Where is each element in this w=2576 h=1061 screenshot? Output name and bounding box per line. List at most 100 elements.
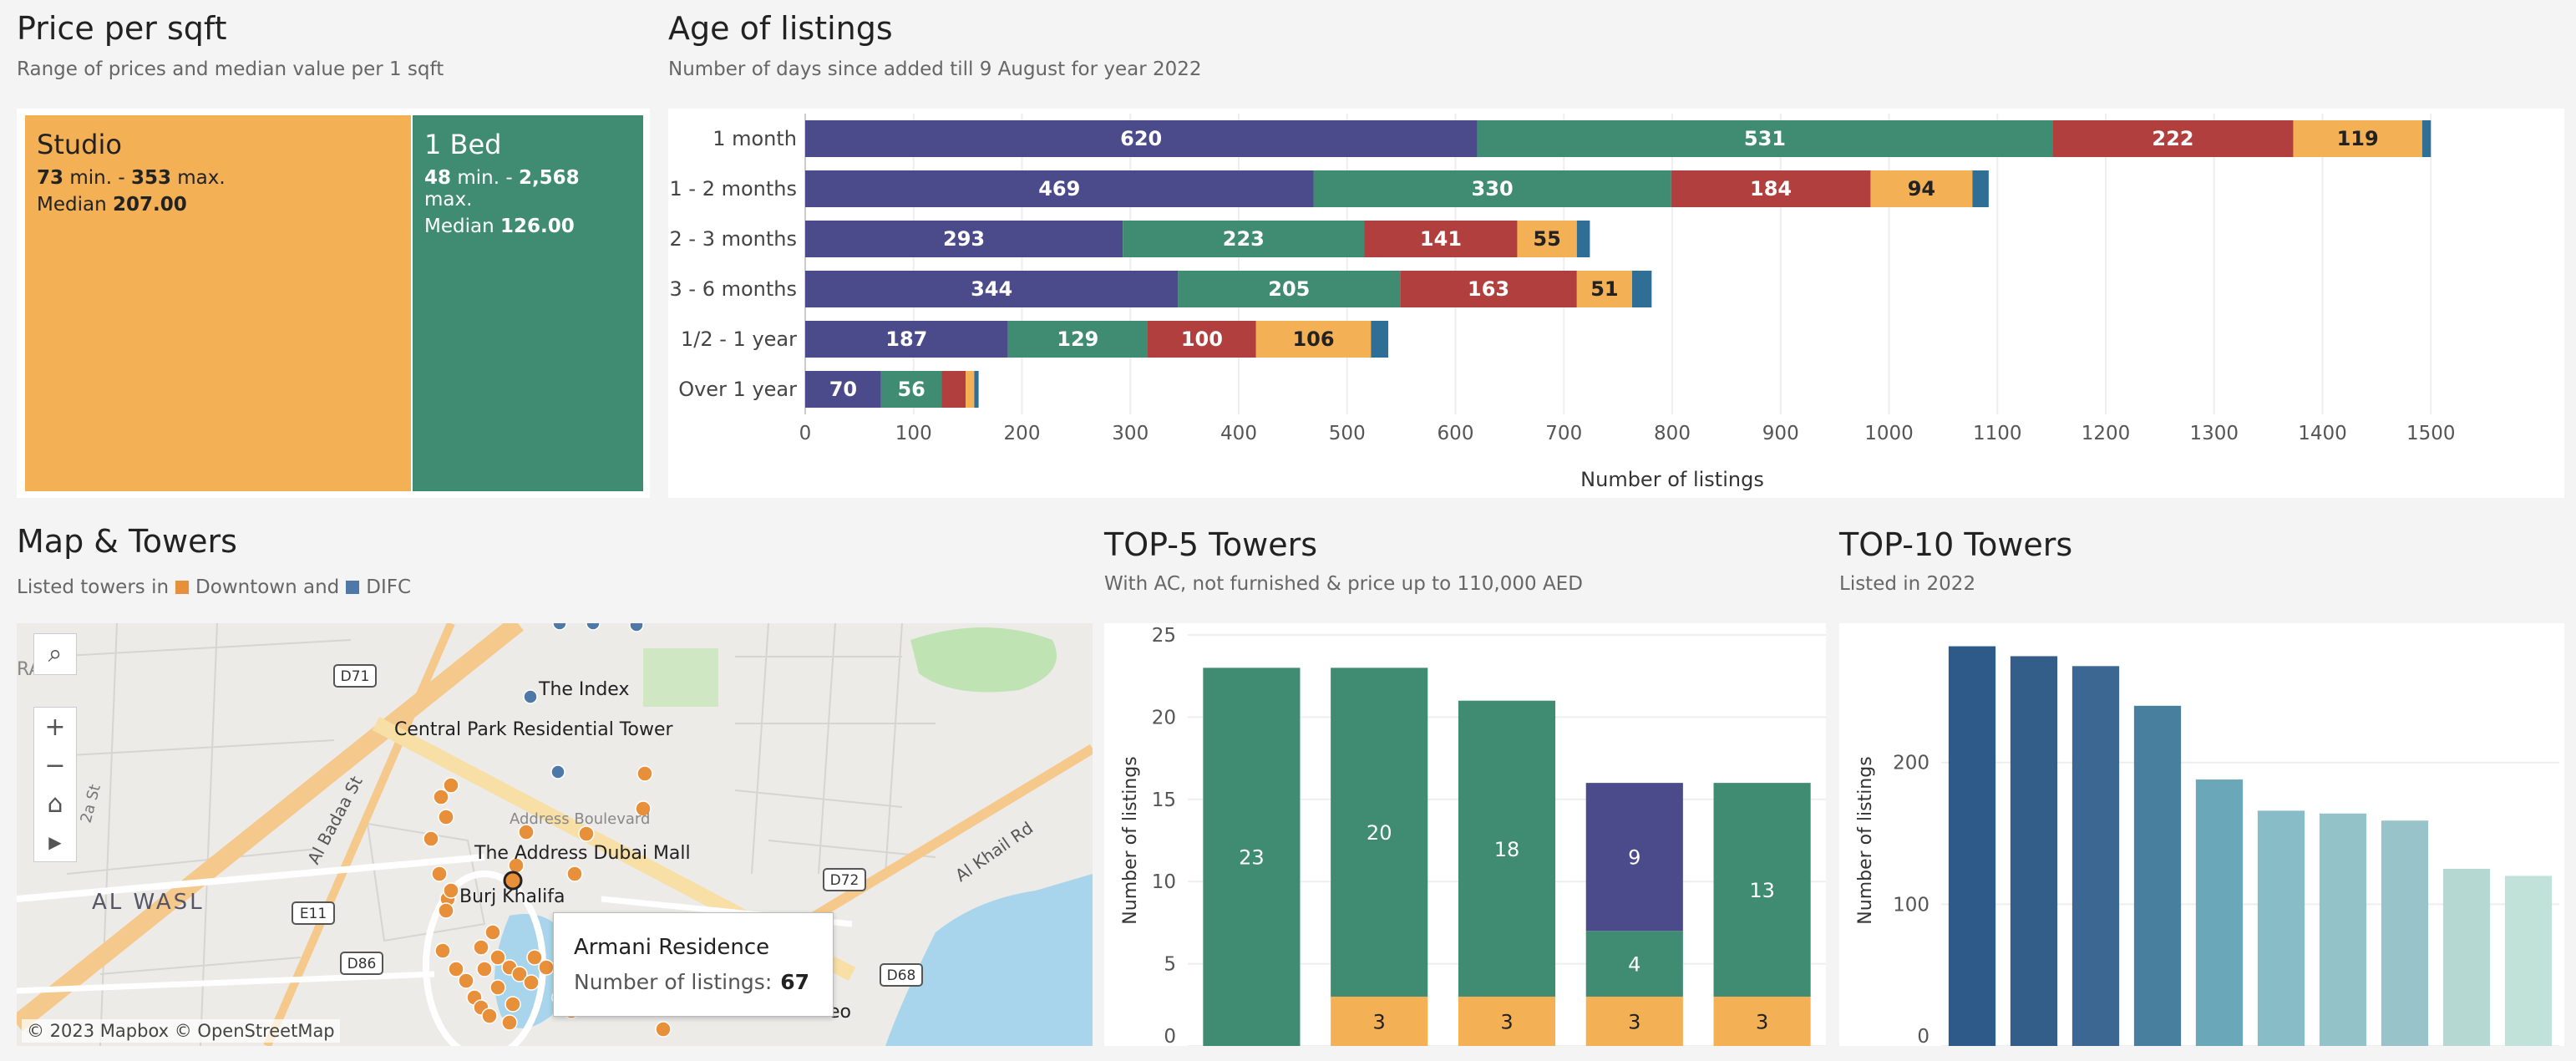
zoom-out-button[interactable]: − <box>44 750 66 780</box>
bar-segment[interactable] <box>1400 271 1577 307</box>
bar[interactable] <box>2319 813 2367 1046</box>
bar-segment[interactable] <box>1148 321 1256 358</box>
tower-marker-downtown[interactable] <box>489 979 506 996</box>
bar-segment[interactable] <box>1631 271 1652 307</box>
tower-marker-downtown[interactable] <box>538 959 555 976</box>
bar-segment[interactable] <box>1371 321 1389 358</box>
bar[interactable] <box>2381 820 2429 1046</box>
tower-marker-difc[interactable] <box>550 764 565 779</box>
tower-marker-downtown[interactable] <box>423 830 439 847</box>
bar-segment[interactable] <box>974 371 979 408</box>
bar-segment[interactable] <box>805 321 1008 358</box>
tower-marker-downtown[interactable] <box>431 866 448 882</box>
bar-segment[interactable] <box>1477 120 2053 157</box>
bar-segment[interactable] <box>1255 321 1372 358</box>
tower-marker-selected[interactable] <box>503 871 523 891</box>
bar-segment[interactable] <box>2293 120 2422 157</box>
tower-markers[interactable] <box>423 623 672 1038</box>
tower-marker-downtown[interactable] <box>433 789 449 805</box>
bar-segment[interactable] <box>1585 783 1683 932</box>
bar-segment[interactable] <box>1972 170 1989 207</box>
tower-marker-downtown[interactable] <box>655 1021 672 1038</box>
bar-value-label: 106 <box>1292 327 1334 351</box>
tower-marker-downtown[interactable] <box>458 972 474 989</box>
treemap-cell-1bed[interactable]: 1 Bed 48 min. - 2,568 max. Median 126.00 <box>413 115 643 491</box>
bar[interactable] <box>2442 868 2491 1046</box>
tower-marker-downtown[interactable] <box>636 765 653 782</box>
bar-segment[interactable] <box>1713 783 1811 997</box>
tower-marker-downtown[interactable] <box>481 1008 498 1024</box>
tower-marker-downtown[interactable] <box>635 800 652 817</box>
bar-segment[interactable] <box>805 120 1478 157</box>
tower-marker-downtown[interactable] <box>448 961 464 977</box>
bar-segment[interactable] <box>1713 996 1811 1046</box>
bar-segment[interactable] <box>1576 221 1590 257</box>
tower-marker-downtown[interactable] <box>518 824 535 840</box>
bar[interactable] <box>2010 656 2058 1046</box>
bar-segment[interactable] <box>1585 996 1683 1046</box>
bar-segment[interactable] <box>1331 996 1428 1046</box>
bar-segment[interactable] <box>1576 271 1632 307</box>
bar-segment[interactable] <box>880 371 942 408</box>
tower-marker-downtown[interactable] <box>501 1014 518 1031</box>
bar-segment[interactable] <box>1331 668 1428 997</box>
tower-marker-difc[interactable] <box>523 689 538 704</box>
bar-segment[interactable] <box>805 371 881 408</box>
play-icon[interactable]: ▶ <box>48 832 62 852</box>
bar-segment[interactable] <box>1458 700 1556 997</box>
tower-marker-downtown[interactable] <box>443 777 459 794</box>
tower-marker-downtown[interactable] <box>511 966 528 982</box>
tower-marker-downtown[interactable] <box>484 924 501 941</box>
tower-marker-difc[interactable] <box>629 623 644 632</box>
bar-segment[interactable] <box>1458 996 1556 1046</box>
tower-marker-downtown[interactable] <box>489 949 506 966</box>
tower-marker-downtown[interactable] <box>473 939 489 956</box>
tower-marker-downtown[interactable] <box>438 809 454 825</box>
bar[interactable] <box>2504 876 2553 1046</box>
bar-segment[interactable] <box>2421 120 2431 157</box>
bar[interactable] <box>2195 779 2244 1046</box>
zoom-in-button[interactable]: + <box>44 712 66 742</box>
bar[interactable] <box>2257 810 2305 1046</box>
tower-marker-downtown[interactable] <box>578 825 595 842</box>
x-tick-label: 300 <box>1112 423 1149 444</box>
home-icon[interactable]: ⌂ <box>47 789 63 819</box>
bar-segment[interactable] <box>1203 668 1301 1046</box>
map-search-button[interactable]: ⌕ <box>33 633 77 675</box>
tower-marker-downtown[interactable] <box>566 866 583 882</box>
tower-marker-downtown[interactable] <box>434 942 451 959</box>
map-attribution[interactable]: © 2023 Mapbox © OpenStreetMap <box>22 1019 340 1043</box>
bar[interactable] <box>2071 666 2120 1046</box>
tower-marker-downtown[interactable] <box>476 961 493 977</box>
tower-marker-difc[interactable] <box>586 623 601 631</box>
bar-segment[interactable] <box>805 221 1123 257</box>
bar-value-label: 163 <box>1468 277 1509 301</box>
bar-segment[interactable] <box>805 271 1179 307</box>
bar-segment[interactable] <box>1517 221 1577 257</box>
bar-segment[interactable] <box>1585 931 1683 997</box>
tower-marker-difc[interactable] <box>552 623 567 631</box>
map-canvas[interactable]: D71 E11 D86 D72 D68 The Index Central Park R… <box>17 623 1093 1046</box>
bar-segment[interactable] <box>1313 170 1671 207</box>
bar-segment[interactable] <box>805 170 1314 207</box>
tower-marker-downtown[interactable] <box>438 902 454 919</box>
tower-marker-downtown[interactable] <box>526 949 543 966</box>
bar-segment[interactable] <box>941 371 966 408</box>
tower-marker-downtown[interactable] <box>523 974 540 991</box>
tower-marker-downtown[interactable] <box>505 996 521 1013</box>
bar-segment[interactable] <box>1007 321 1149 358</box>
bar-segment[interactable] <box>966 371 975 408</box>
treemap-cell-studio[interactable]: Studio 73 min. - 353 max. Median 207.00 <box>25 115 411 491</box>
bar-segment[interactable] <box>1671 170 1871 207</box>
median-label: Median <box>424 216 500 237</box>
bar-segment[interactable] <box>1178 271 1401 307</box>
bar[interactable] <box>1948 646 1996 1046</box>
tower-marker-downtown[interactable] <box>443 882 459 899</box>
map-panel[interactable]: D71 E11 D86 D72 D68 The Index Central Park R… <box>17 623 1093 1046</box>
bar[interactable] <box>2133 705 2182 1046</box>
bar-segment[interactable] <box>2052 120 2294 157</box>
road-shield <box>292 901 335 925</box>
bar-segment[interactable] <box>1364 221 1518 257</box>
bar-segment[interactable] <box>1870 170 1973 207</box>
bar-segment[interactable] <box>1123 221 1365 257</box>
